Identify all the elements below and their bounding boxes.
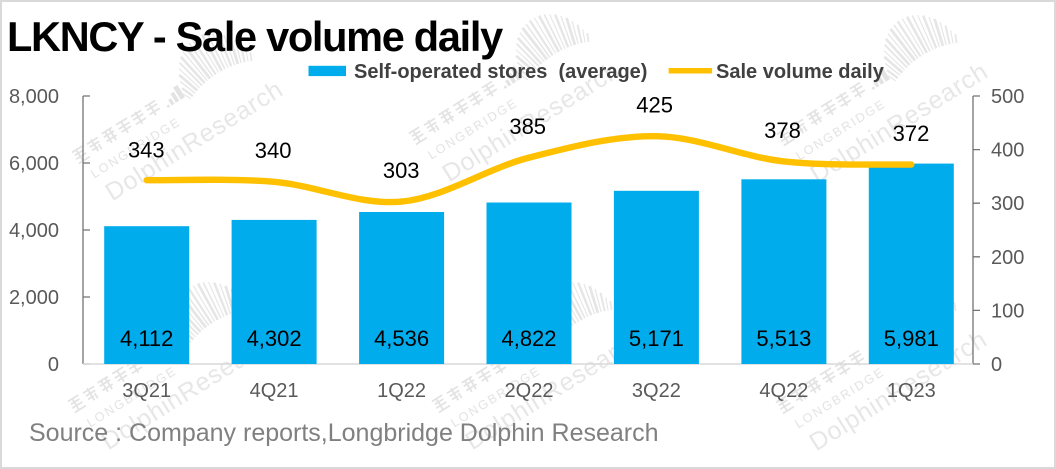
svg-text:400: 400: [991, 140, 1024, 162]
svg-text:4,000: 4,000: [9, 220, 59, 242]
svg-text:LKNCY - Sale volume daily: LKNCY - Sale volume daily: [7, 13, 503, 60]
svg-text:Sale volume daily: Sale volume daily: [716, 61, 885, 83]
svg-text:340: 340: [255, 138, 292, 163]
svg-text:8,000: 8,000: [9, 86, 59, 108]
svg-text:4Q21: 4Q21: [250, 380, 299, 402]
svg-text:385: 385: [509, 114, 546, 139]
svg-text:4,302: 4,302: [247, 326, 302, 351]
svg-text:Source : Company reports,Longb: Source : Company reports,Longbridge Dolp…: [29, 419, 659, 447]
svg-text:0: 0: [48, 354, 59, 376]
svg-text:4,536: 4,536: [374, 326, 429, 351]
svg-text:1Q22: 1Q22: [377, 380, 426, 402]
svg-text:4,822: 4,822: [501, 326, 556, 351]
svg-text:5,981: 5,981: [884, 326, 939, 351]
svg-text:4,112: 4,112: [120, 326, 173, 351]
svg-text:6,000: 6,000: [9, 153, 59, 175]
svg-text:5,171: 5,171: [629, 326, 684, 351]
svg-text:100: 100: [991, 300, 1024, 322]
svg-text:Self-operated stores (average: Self-operated stores (average): [354, 61, 647, 83]
svg-text:372: 372: [893, 121, 930, 146]
svg-text:500: 500: [991, 86, 1024, 108]
svg-text:343: 343: [128, 138, 165, 163]
svg-text:0: 0: [991, 354, 1002, 376]
svg-text:303: 303: [383, 158, 420, 183]
svg-text:200: 200: [991, 247, 1024, 269]
svg-text:425: 425: [636, 93, 673, 118]
svg-text:378: 378: [764, 118, 801, 143]
svg-text:2,000: 2,000: [9, 287, 59, 309]
svg-text:2Q22: 2Q22: [505, 380, 554, 402]
svg-text:5,513: 5,513: [756, 326, 811, 351]
svg-text:3Q21: 3Q21: [122, 380, 171, 402]
svg-text:4Q22: 4Q22: [759, 380, 808, 402]
svg-text:3Q22: 3Q22: [632, 380, 681, 402]
svg-text:300: 300: [991, 193, 1024, 215]
svg-text:1Q23: 1Q23: [887, 380, 936, 402]
